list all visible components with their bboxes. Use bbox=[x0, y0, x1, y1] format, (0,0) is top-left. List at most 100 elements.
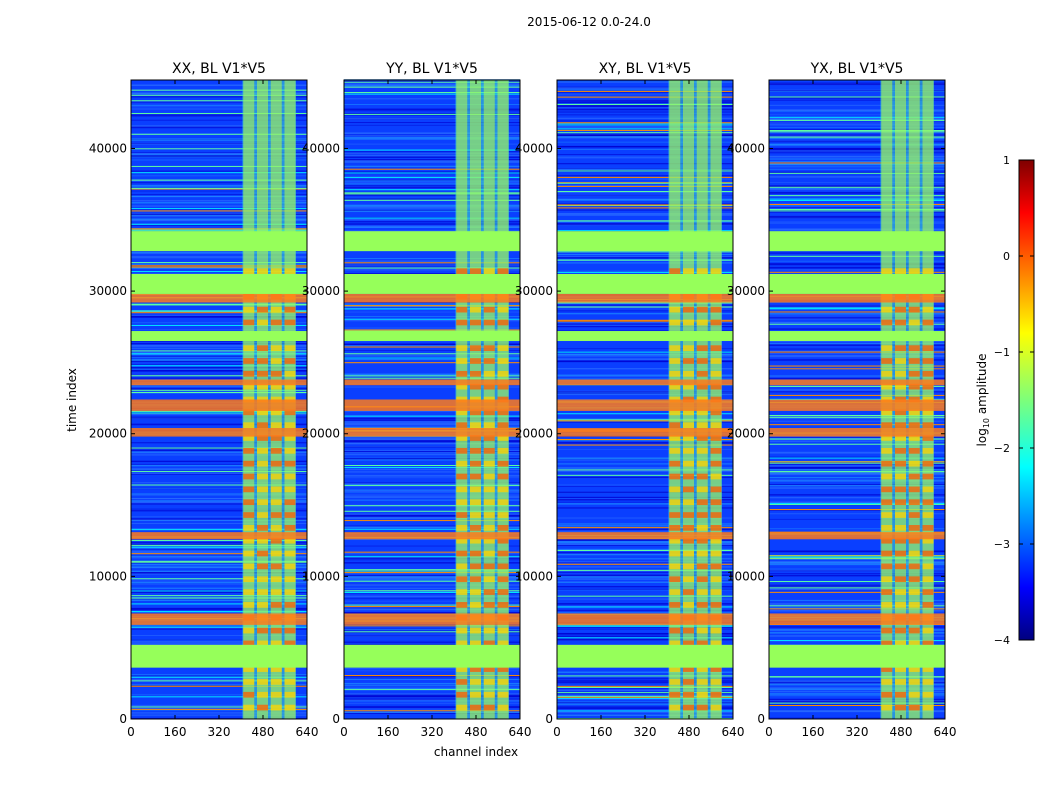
comb-block bbox=[456, 589, 468, 595]
noise-row bbox=[131, 126, 307, 128]
comb-block bbox=[696, 473, 708, 480]
comb-block bbox=[669, 319, 681, 326]
comb-block bbox=[669, 435, 681, 441]
comb-block bbox=[270, 486, 282, 493]
noise-row bbox=[131, 583, 307, 585]
rfi-line bbox=[557, 444, 733, 446]
comb-block bbox=[669, 627, 681, 634]
comb-block bbox=[284, 627, 296, 634]
comb-block bbox=[456, 691, 468, 698]
noise-row bbox=[344, 343, 520, 345]
noise-row bbox=[131, 454, 307, 456]
noise-row bbox=[769, 477, 945, 479]
rfi-line bbox=[769, 414, 945, 416]
noise-row bbox=[557, 91, 733, 93]
noise-row bbox=[344, 143, 520, 145]
rfi-line bbox=[769, 136, 945, 138]
noise-row bbox=[769, 117, 945, 119]
noise-row bbox=[557, 163, 733, 165]
comb-block bbox=[497, 422, 509, 429]
noise-row bbox=[344, 160, 520, 162]
comb-block bbox=[456, 422, 468, 429]
comb-block bbox=[456, 512, 468, 518]
rfi-line bbox=[769, 195, 945, 197]
comb-block bbox=[497, 473, 509, 480]
rfi-line bbox=[557, 319, 733, 321]
noise-row bbox=[131, 684, 307, 686]
comb-block bbox=[243, 576, 255, 583]
strong-row bbox=[131, 613, 307, 625]
comb-block bbox=[270, 640, 282, 647]
comb-block bbox=[881, 691, 893, 698]
rfi-line bbox=[557, 606, 733, 608]
comb-block bbox=[497, 447, 509, 454]
rfi-line bbox=[557, 675, 733, 677]
noise-row bbox=[344, 513, 520, 515]
noise-row bbox=[557, 376, 733, 377]
rfi-line bbox=[557, 207, 733, 209]
comb-block bbox=[908, 525, 920, 531]
colorbar-tick-label: 1 bbox=[1003, 154, 1010, 167]
noise-row bbox=[131, 678, 307, 681]
noise-row bbox=[557, 680, 733, 682]
comb-block bbox=[710, 512, 722, 518]
noise-row bbox=[131, 468, 307, 470]
noise-row bbox=[557, 323, 733, 325]
comb-block bbox=[696, 435, 708, 441]
rfi-line bbox=[557, 182, 733, 184]
comb-block bbox=[922, 679, 934, 685]
comb-block bbox=[696, 345, 708, 352]
comb-block bbox=[669, 306, 681, 313]
comb-block bbox=[284, 319, 296, 326]
noise-row bbox=[769, 588, 945, 591]
rfi-line bbox=[557, 191, 733, 193]
noise-row bbox=[557, 304, 733, 306]
noise-row bbox=[557, 588, 733, 590]
noise-row bbox=[557, 467, 733, 469]
comb-block bbox=[908, 589, 920, 595]
rfi-line bbox=[769, 702, 945, 704]
comb-block bbox=[483, 550, 495, 557]
noise-row bbox=[344, 496, 520, 498]
noise-row bbox=[344, 446, 520, 448]
noise-row bbox=[344, 575, 520, 577]
noise-row bbox=[769, 562, 945, 564]
noise-row bbox=[131, 195, 307, 198]
comb-block bbox=[696, 486, 708, 493]
noise-row bbox=[344, 474, 520, 477]
rfi-line bbox=[769, 471, 945, 473]
comb-block bbox=[284, 473, 296, 480]
noise-row bbox=[344, 327, 520, 329]
rfi-line bbox=[344, 168, 520, 170]
noise-row bbox=[769, 140, 945, 142]
noise-row bbox=[769, 305, 945, 308]
comb-block bbox=[710, 447, 722, 454]
comb-block bbox=[284, 499, 296, 506]
y-tick-label: 0 bbox=[332, 712, 340, 726]
comb-block bbox=[696, 460, 708, 467]
noise-row bbox=[769, 151, 945, 153]
noise-row bbox=[769, 437, 945, 438]
noise-row bbox=[557, 698, 733, 700]
rfi-line bbox=[344, 710, 520, 712]
noise-row bbox=[131, 152, 307, 153]
noise-row bbox=[344, 210, 520, 212]
noise-row bbox=[344, 187, 520, 189]
noise-row bbox=[557, 578, 733, 580]
comb-block bbox=[881, 473, 893, 480]
strong-row bbox=[769, 379, 945, 386]
comb-block bbox=[696, 666, 708, 672]
noise-row bbox=[769, 359, 945, 361]
comb-block bbox=[895, 268, 906, 274]
comb-block bbox=[908, 306, 920, 313]
noise-row bbox=[131, 442, 307, 444]
noise-row bbox=[344, 538, 520, 541]
comb-block bbox=[270, 383, 282, 390]
noise-row bbox=[769, 682, 945, 684]
noise-row bbox=[344, 516, 520, 519]
noise-row bbox=[557, 703, 733, 706]
noise-row bbox=[344, 484, 520, 486]
noise-row bbox=[131, 423, 307, 426]
comb-block bbox=[483, 537, 495, 544]
comb-block bbox=[243, 486, 255, 493]
